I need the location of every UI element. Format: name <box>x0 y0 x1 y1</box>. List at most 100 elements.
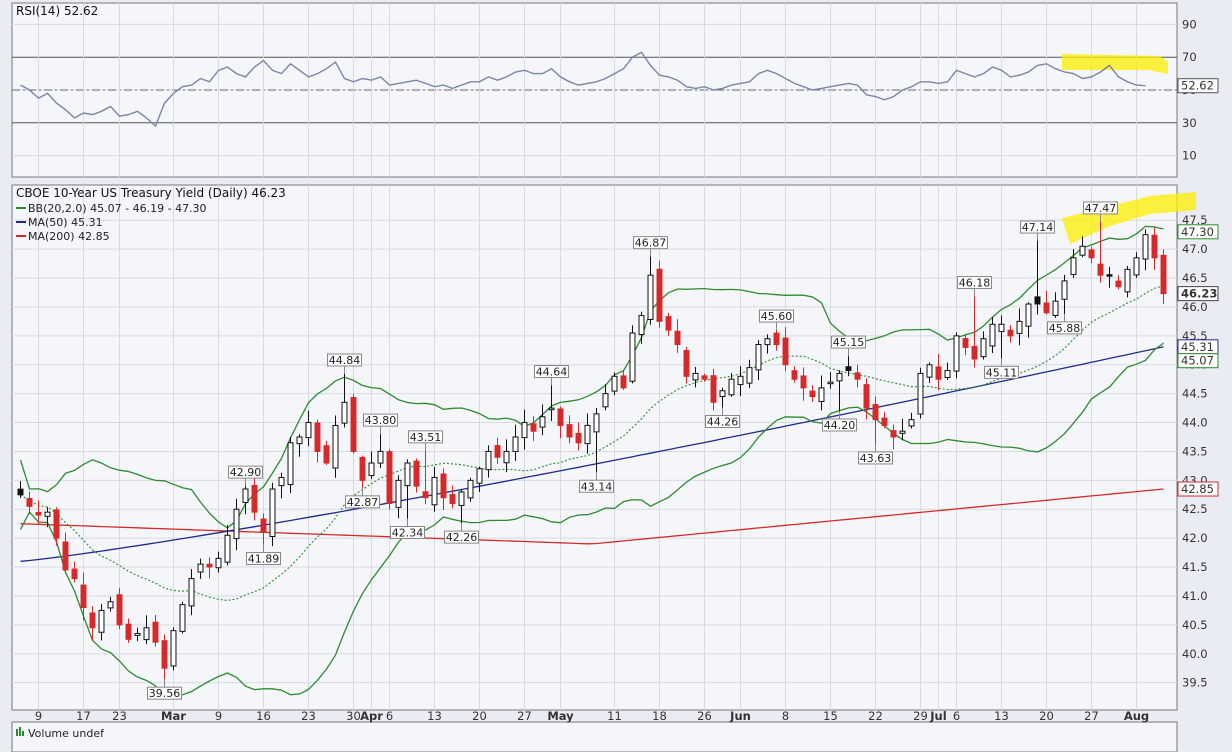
annotation-box <box>984 365 1019 379</box>
right-value-label: 45.31 <box>1181 340 1214 354</box>
candle-body <box>980 338 987 358</box>
annotation-label: 44.20 <box>824 419 856 432</box>
legend-ma200: MA(200) 42.85 <box>28 230 110 243</box>
candle-body <box>566 424 573 438</box>
x-tick-label: 16 <box>256 709 271 723</box>
candle-body <box>746 367 753 384</box>
x-tick-label: 27 <box>517 709 532 723</box>
x-tick-label: 11 <box>607 709 622 723</box>
annotation-label: 45.11 <box>986 366 1018 379</box>
candle-body <box>1007 329 1014 337</box>
volume-panel <box>11 721 1178 752</box>
x-tick-label: Aug <box>1124 709 1149 723</box>
candle-body <box>944 370 951 379</box>
candle-body <box>890 430 897 438</box>
candle-body <box>539 416 546 428</box>
candle-body <box>764 338 771 346</box>
candle-body <box>1016 320 1023 334</box>
candle-body <box>323 445 330 464</box>
candle-body <box>1106 274 1113 277</box>
annotation-box <box>327 353 362 367</box>
annotation-box <box>147 686 182 700</box>
candle-body <box>773 332 780 346</box>
annotation-box <box>1020 220 1055 234</box>
price-tick-label: 44.5 <box>1182 387 1208 401</box>
candle-body <box>341 401 348 424</box>
annotation-box <box>363 413 398 427</box>
annotation-box <box>759 309 794 323</box>
candle-body <box>260 518 267 533</box>
annotation-label: 44.84 <box>329 354 361 367</box>
candle-body <box>170 630 177 667</box>
annotation-box <box>858 451 893 465</box>
candle-body <box>116 594 123 626</box>
rsi-series <box>20 51 1146 128</box>
candle-body <box>494 445 501 458</box>
annotation-label: 41.89 <box>248 553 280 566</box>
candle-body <box>1151 234 1158 259</box>
annotation-box <box>228 465 263 479</box>
candle-body <box>647 274 654 320</box>
candle-body <box>377 450 384 464</box>
price-highlight <box>1062 192 1196 244</box>
candle-body <box>350 397 357 452</box>
candle-body <box>287 442 294 486</box>
rsi-tick-label: 70 <box>1182 50 1197 64</box>
candle-body <box>521 422 528 439</box>
candle-body <box>1070 257 1077 275</box>
candle-body <box>962 338 969 348</box>
candle-body <box>1025 303 1032 327</box>
candle-body <box>422 491 429 499</box>
annotation-label: 43.14 <box>581 480 613 493</box>
candle-body <box>152 621 159 643</box>
x-tick-label: 13 <box>994 709 1009 723</box>
rsi-tick-label: 10 <box>1182 149 1197 163</box>
volume-title: Volume undef <box>28 727 105 740</box>
candle-body <box>530 423 537 432</box>
candle-body <box>953 335 960 372</box>
candle-body <box>620 375 627 389</box>
candle-body <box>206 563 213 568</box>
price-tick-label: 40.0 <box>1182 647 1208 661</box>
price-tick-label: 46.0 <box>1182 300 1208 314</box>
annotation-box <box>246 552 281 566</box>
annotation-box <box>633 236 668 250</box>
candle-body <box>881 417 888 426</box>
right-value-box <box>1177 353 1219 369</box>
candle-body <box>188 578 195 607</box>
annotation-label: 43.51 <box>410 431 442 444</box>
candle-body <box>908 419 915 427</box>
x-tick-label: 8 <box>782 709 789 723</box>
candle-body <box>899 430 906 434</box>
right-value-label: 46.23 <box>1181 287 1217 301</box>
candle-body <box>35 511 42 516</box>
candle-body <box>98 609 105 633</box>
candle-body <box>989 323 996 347</box>
price-tick-label: 43.5 <box>1182 444 1208 458</box>
candle-body <box>1079 245 1086 256</box>
candle-body <box>1061 280 1068 300</box>
x-tick-label: 17 <box>76 709 91 723</box>
candle-body <box>575 432 582 444</box>
candle-body <box>314 422 321 452</box>
candle-body <box>809 390 816 398</box>
right-value-label: 47.30 <box>1181 225 1214 239</box>
candle-body <box>1043 302 1050 314</box>
candle-body <box>1133 257 1140 276</box>
x-tick-label: 20 <box>1039 709 1054 723</box>
candle-body <box>692 372 699 381</box>
candle-body <box>485 450 492 471</box>
candle-body <box>800 375 807 389</box>
annotation-label: 42.26 <box>446 531 478 544</box>
price-tick-label: 46.5 <box>1182 271 1208 285</box>
candle-body <box>512 436 519 452</box>
price-annotations: 39.56 41.89 42.90 44.84 42.87 43.80 42.34 43.51… <box>147 201 1118 700</box>
candle-body <box>269 488 276 537</box>
annotation-label: 39.56 <box>149 687 181 700</box>
candle-body <box>305 422 312 439</box>
price-tick-label: 47.0 <box>1182 242 1208 256</box>
x-tick-label: 18 <box>652 709 667 723</box>
x-tick-label: Apr <box>360 709 383 723</box>
candle-body <box>557 408 564 426</box>
bb-middle-line <box>20 285 1164 601</box>
